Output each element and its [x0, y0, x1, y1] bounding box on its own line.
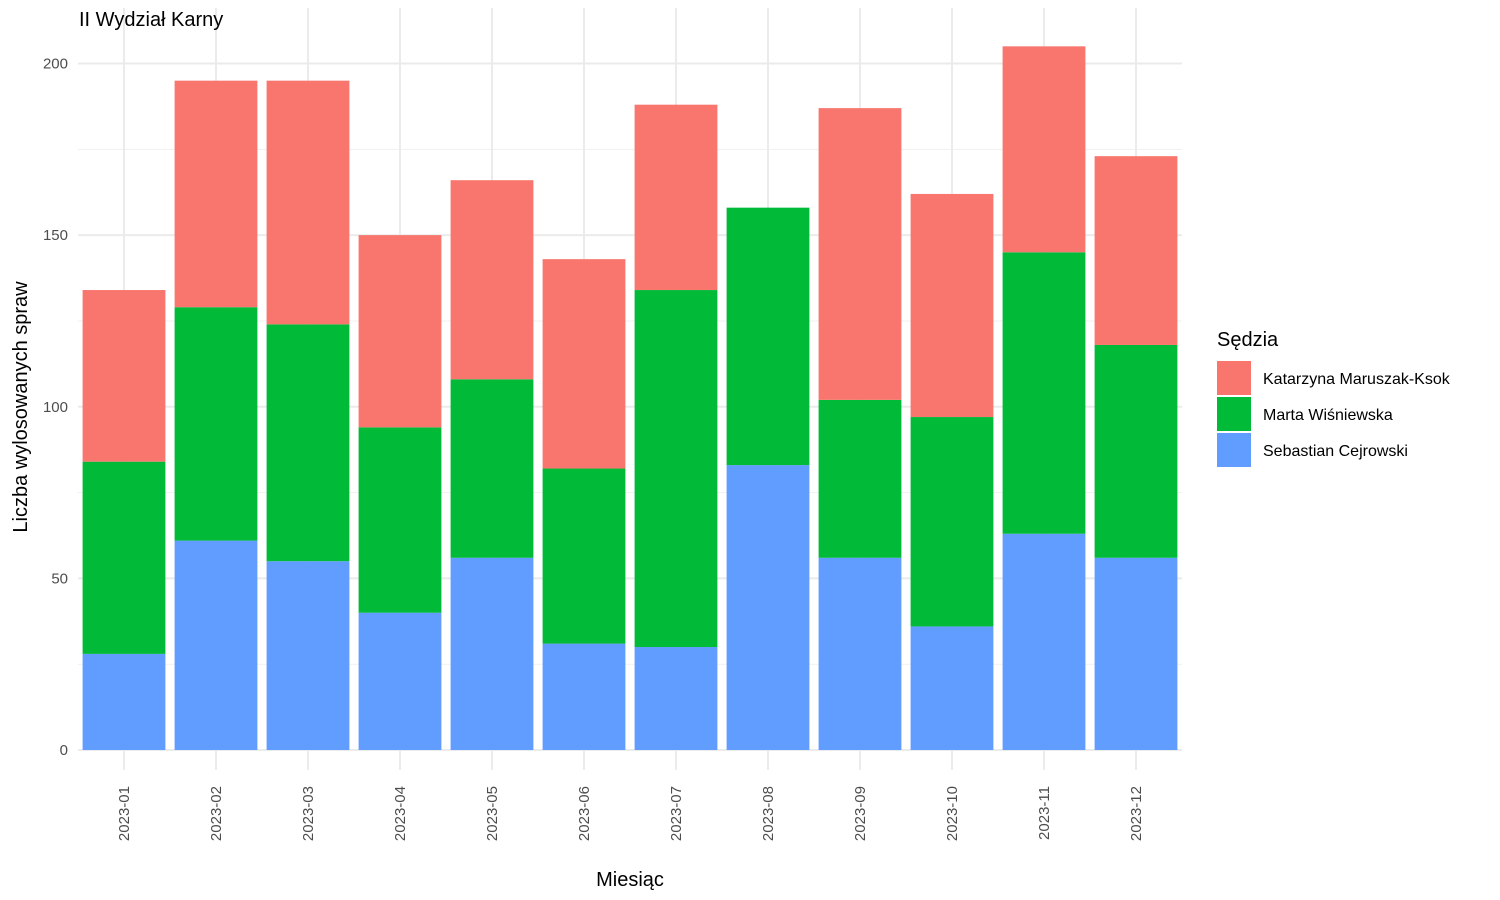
- axes: 0 50 100 150 200 2023-01 2023-02 2023-03 2023-04…: [43, 56, 1145, 842]
- legend-swatch: [1217, 397, 1251, 431]
- bar-segment: [358, 235, 442, 428]
- bar-segment: [818, 399, 902, 558]
- legend-swatch: [1217, 433, 1251, 467]
- x-tick-label: 2023-04: [392, 786, 409, 841]
- bar-segment: [174, 307, 258, 541]
- x-tick-label: 2023-12: [1128, 786, 1145, 841]
- bar-segment: [266, 324, 350, 562]
- bar-segment: [1094, 344, 1178, 558]
- x-tick-label: 2023-09: [852, 786, 869, 841]
- legend-label: Katarzyna Maruszak-Ksok: [1263, 371, 1451, 388]
- bar-segment: [542, 643, 626, 750]
- bar-segment: [358, 612, 442, 750]
- bar-segment: [266, 80, 350, 325]
- bar-segment: [1002, 46, 1086, 253]
- bar-segment: [450, 379, 534, 558]
- y-tick-label: 0: [60, 742, 68, 759]
- bar-segment: [910, 417, 994, 627]
- bar-segment: [818, 108, 902, 400]
- x-tick-label: 2023-06: [576, 786, 593, 841]
- bar-segment: [82, 653, 166, 750]
- y-tick-label: 200: [43, 56, 68, 73]
- x-tick-label: 2023-11: [1036, 786, 1053, 840]
- x-tick-label: 2023-08: [760, 786, 777, 841]
- chart-title: II Wydział Karny: [79, 9, 223, 31]
- y-tick-label: 150: [43, 227, 68, 244]
- legend-label: Marta Wiśniewska: [1263, 407, 1393, 424]
- bar-segment: [1094, 557, 1178, 750]
- x-tick-label: 2023-01: [116, 786, 133, 841]
- bar-segment: [450, 557, 534, 750]
- x-tick-label: 2023-02: [208, 786, 225, 841]
- legend: Sędzia Katarzyna Maruszak-Ksok Marta Wiśn…: [1217, 329, 1451, 467]
- bar-segment: [818, 557, 902, 750]
- x-tick-label: 2023-05: [484, 786, 501, 841]
- bar-segment: [174, 80, 258, 308]
- bar-segment: [910, 626, 994, 750]
- bar-segment: [358, 427, 442, 613]
- bar-segment: [542, 259, 626, 469]
- bar-segment: [726, 465, 810, 750]
- bar-segment: [542, 468, 626, 644]
- x-tick-label: 2023-03: [300, 786, 317, 841]
- y-tick-label: 100: [43, 399, 68, 416]
- bars: [82, 46, 1178, 750]
- bar-segment: [910, 193, 994, 418]
- y-tick-label: 50: [51, 570, 68, 587]
- bar-segment: [1094, 156, 1178, 345]
- legend-title: Sędzia: [1217, 329, 1279, 351]
- bar-segment: [634, 104, 718, 291]
- legend-swatch: [1217, 361, 1251, 395]
- bar-segment: [82, 290, 166, 462]
- x-tick-label: 2023-07: [668, 786, 685, 841]
- x-axis-title: Miesiąc: [596, 869, 664, 891]
- bar-segment: [450, 180, 534, 380]
- y-axis-title: Liczba wylosowanych spraw: [10, 281, 32, 533]
- bar-segment: [726, 207, 810, 466]
- bar-segment: [266, 561, 350, 750]
- bar-segment: [1002, 533, 1086, 750]
- bar-segment: [634, 290, 718, 648]
- x-tick-label: 2023-10: [944, 786, 961, 841]
- legend-label: Sebastian Cejrowski: [1263, 443, 1408, 460]
- bar-segment: [634, 647, 718, 750]
- bar-segment: [174, 540, 258, 750]
- bar-segment: [1002, 252, 1086, 534]
- bar-segment: [82, 461, 166, 654]
